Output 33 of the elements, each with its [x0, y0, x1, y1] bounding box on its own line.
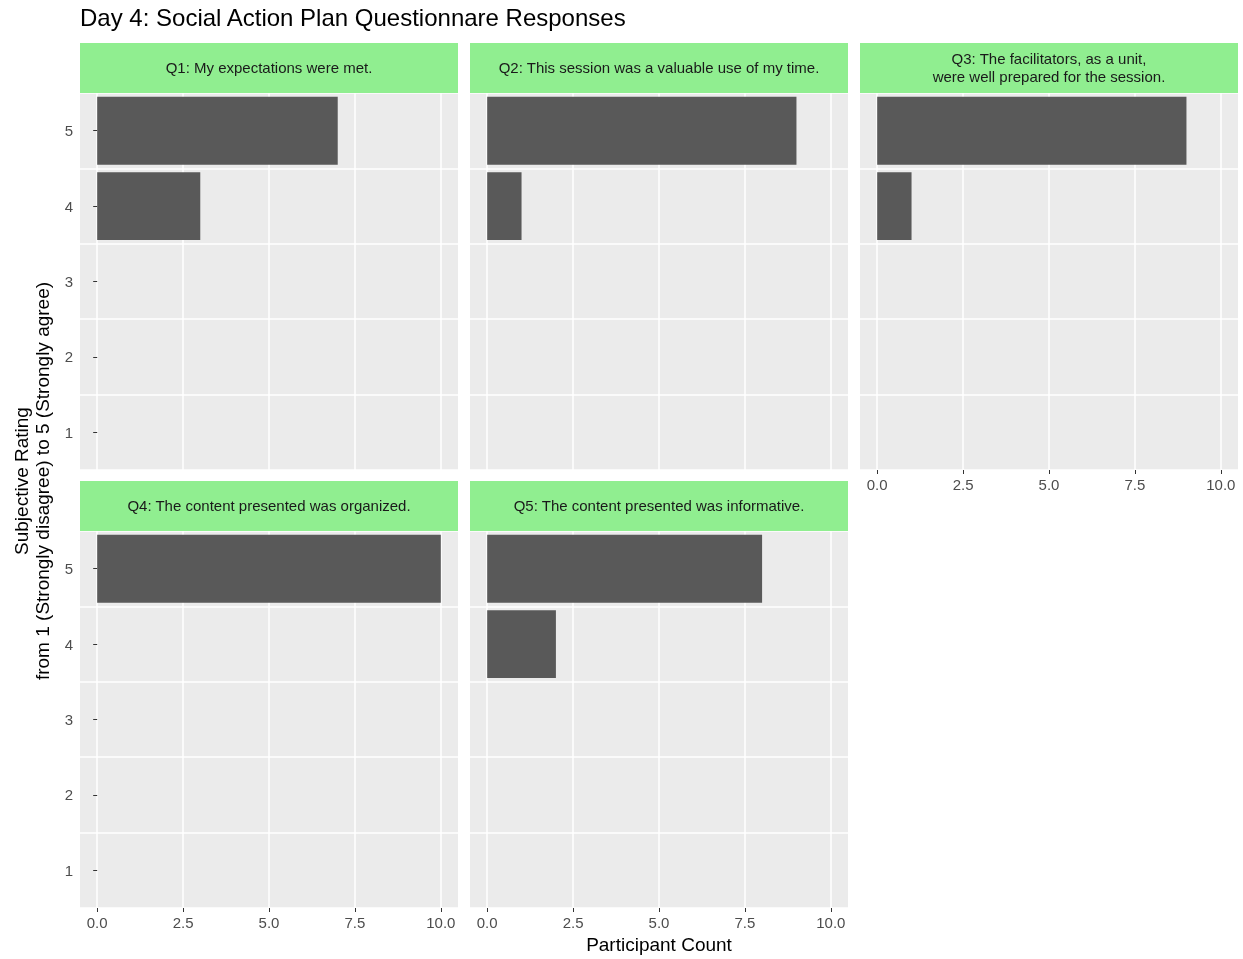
- chart-subtitle: Q5: The content presented was informative.: [470, 481, 848, 531]
- x-tick-label: 7.5: [1124, 476, 1146, 493]
- chart-subtitle: Q1: My expectations were met.: [80, 43, 458, 93]
- x-tick-label: 2.5: [172, 914, 194, 931]
- y-tick-label: 2: [64, 348, 73, 366]
- x-tick-label: 2.5: [562, 914, 584, 931]
- y-tick-label: 3: [64, 711, 73, 728]
- x-tick-label: 5.0: [258, 914, 280, 931]
- x-tick-label: 7.5: [734, 914, 756, 931]
- y-tick-label: 5: [64, 122, 73, 140]
- y-tick-label: 1: [64, 423, 73, 441]
- chart-subtitle: Q3: The facilitators, as a unit, were well prepared for the session.: [860, 43, 1238, 93]
- x-tick-label: 2.5: [952, 476, 974, 493]
- y-tick-label: 3: [64, 273, 73, 290]
- chart-subtitle: Q4: The content presented was organized.: [80, 481, 458, 531]
- chart-title: Day 4: Social Action Plan Questionnare Responses: [80, 4, 626, 32]
- x-tick-label: 5.0: [648, 914, 670, 931]
- x-tick-label: 5.0: [1038, 476, 1060, 493]
- x-tick-label: 10.0: [1206, 476, 1236, 493]
- y-tick-label: 1: [64, 861, 73, 879]
- y-tick-label: 2: [64, 786, 73, 804]
- y-tick-label: 4: [64, 635, 73, 653]
- y-tick-label: 4: [64, 197, 73, 215]
- chart-subtitle: Q2: This session was a valuable use of my time.: [470, 43, 848, 93]
- x-tick-label: 0.0: [476, 914, 498, 931]
- y-tick-label: 5: [64, 560, 73, 578]
- x-tick-label: 7.5: [344, 914, 366, 931]
- y-axis-title: Subjective Rating from 1 (Strongly disagree) to 5 (Strongly agree): [11, 280, 53, 683]
- x-tick-label: 0.0: [866, 476, 888, 493]
- x-tick-label: 0.0: [86, 914, 108, 931]
- x-axis-title: Participant Count: [585, 934, 733, 956]
- x-tick-label: 10.0: [816, 914, 846, 931]
- x-tick-label: 10.0: [426, 914, 456, 931]
